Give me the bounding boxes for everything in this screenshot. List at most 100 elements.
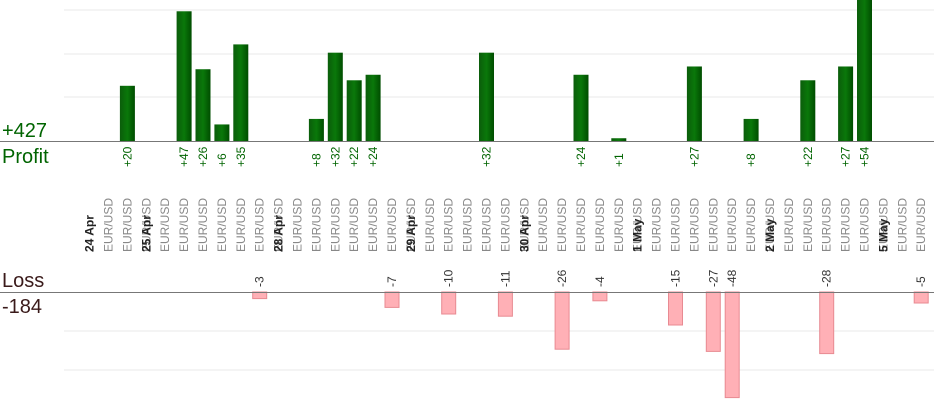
loss-value-label: -15 — [669, 269, 683, 287]
symbol-labels: EUR/USD EUR/USD EUR/USD EUR/USD EUR/USD EUR/U… — [102, 198, 934, 252]
date-labels: 24 Apr 25 Apr 28 Apr 29 Apr 30 Apr 1 May 2 May… — [83, 215, 891, 252]
symbol-label: EUR/USD — [706, 198, 720, 252]
profit-bar — [327, 52, 343, 141]
loss-value-label: -5 — [914, 276, 928, 287]
profit-value-label: +22 — [801, 146, 815, 167]
symbol-label: EUR/USD — [801, 198, 815, 252]
profit-bar — [119, 85, 135, 141]
date-label: 25 Apr — [139, 215, 153, 252]
profit-bar — [686, 66, 702, 141]
symbol-label: EUR/USD — [858, 198, 872, 252]
symbol-label: EUR/USD — [102, 198, 116, 252]
loss-bar — [724, 291, 740, 399]
profit-value-label: +24 — [366, 146, 380, 167]
symbol-label: EUR/USD — [914, 198, 928, 252]
symbol-label: EUR/USD — [196, 198, 210, 252]
symbol-label: EUR/USD — [253, 198, 267, 252]
loss-total: -184 — [2, 296, 42, 318]
symbol-label: EUR/USD — [347, 198, 361, 252]
symbol-label: EUR/USD — [555, 198, 569, 252]
date-label: 2 May — [763, 218, 777, 252]
profit-bar — [857, 0, 872, 141]
symbol-label: EUR/USD — [593, 198, 607, 252]
loss-value-label: -11 — [498, 270, 512, 287]
symbol-label: EUR/USD — [404, 198, 418, 252]
loss-value-label: -7 — [385, 276, 399, 287]
symbol-label: EUR/USD — [139, 198, 153, 252]
symbol-label: EUR/USD — [328, 198, 342, 252]
symbol-label: EUR/USD — [725, 198, 739, 252]
loss-bar — [497, 291, 513, 317]
loss-value-label: -3 — [253, 276, 267, 287]
date-label: 30 Apr — [517, 215, 531, 252]
profit-value-label: +32 — [328, 146, 342, 167]
symbol-label: EUR/USD — [782, 198, 796, 252]
symbol-label: EUR/USD — [309, 198, 323, 252]
symbol-label: EUR/USD — [385, 198, 399, 252]
zero-axes — [0, 141, 934, 293]
loss-value-label: -10 — [442, 269, 456, 287]
symbol-label: EUR/USD — [650, 198, 664, 252]
symbol-label: EUR/USD — [612, 198, 626, 252]
value-labels: +20 +47 +26 +6 +35 -3 +8 +32 +22 +24 -7 -10 +32 -11 -2… — [120, 146, 928, 287]
profit-value-label: +6 — [215, 153, 229, 167]
symbol-label: EUR/USD — [574, 198, 588, 252]
symbol-label: EUR/USD — [876, 198, 890, 252]
profit-value-label: +20 — [120, 146, 134, 167]
profit-value-label: +1 — [612, 153, 626, 167]
symbol-label: EUR/USD — [120, 198, 134, 252]
symbol-label: EUR/USD — [480, 198, 494, 252]
profit-bar — [800, 80, 816, 141]
symbol-label: EUR/USD — [763, 198, 777, 252]
date-label: 5 May — [876, 218, 890, 252]
profit-bar — [573, 74, 589, 141]
profit-value-label: +26 — [196, 146, 210, 167]
profit-value-label: +32 — [480, 146, 494, 167]
loss-bar — [554, 291, 570, 350]
loss-value-label: -26 — [555, 269, 569, 287]
symbol-label: EUR/USD — [423, 198, 437, 252]
symbol-label: EUR/USD — [177, 198, 191, 252]
symbol-label: EUR/USD — [895, 198, 909, 252]
symbol-label: EUR/USD — [744, 198, 758, 252]
loss-bar — [592, 291, 608, 302]
symbol-label: EUR/USD — [158, 198, 172, 252]
profit-value-label: +27 — [687, 146, 701, 167]
profit-value-label: +27 — [839, 146, 853, 167]
symbol-label: EUR/USD — [272, 198, 286, 252]
loss-bar — [913, 291, 929, 304]
profit-value-label: +8 — [744, 153, 758, 167]
loss-value-label: -28 — [820, 269, 834, 287]
loss-label: Loss — [2, 270, 44, 292]
profit-bar — [838, 66, 854, 141]
symbol-label: EUR/USD — [442, 198, 456, 252]
loss-bar — [668, 291, 683, 326]
profit-value-label: +22 — [347, 146, 361, 167]
profit-value-label: +35 — [234, 146, 248, 167]
profit-label: Profit — [2, 146, 49, 168]
symbol-label: EUR/USD — [461, 198, 475, 252]
date-label: 1 May — [631, 218, 645, 252]
loss-value-label: -4 — [593, 276, 607, 287]
loss-value-label: -48 — [725, 269, 739, 287]
profit-bar — [233, 44, 249, 141]
loss-bar — [384, 291, 400, 308]
profit-bar — [346, 80, 362, 141]
profit-bar — [176, 11, 192, 142]
symbol-label: EUR/USD — [498, 198, 512, 252]
symbol-label: EUR/USD — [687, 198, 701, 252]
date-label: 29 Apr — [404, 215, 418, 252]
profit-value-label: +24 — [574, 146, 588, 167]
symbol-label: EUR/USD — [366, 198, 380, 252]
profit-bar — [743, 118, 759, 141]
symbol-label: EUR/USD — [536, 198, 550, 252]
profit-value-label: +47 — [177, 146, 191, 167]
profit-bar — [308, 118, 324, 141]
symbol-label: EUR/USD — [517, 198, 531, 252]
profit-value-label: +8 — [309, 153, 323, 167]
loss-value-label: -27 — [706, 269, 720, 287]
profit-bar — [611, 138, 627, 141]
date-label: 24 Apr — [83, 215, 97, 252]
